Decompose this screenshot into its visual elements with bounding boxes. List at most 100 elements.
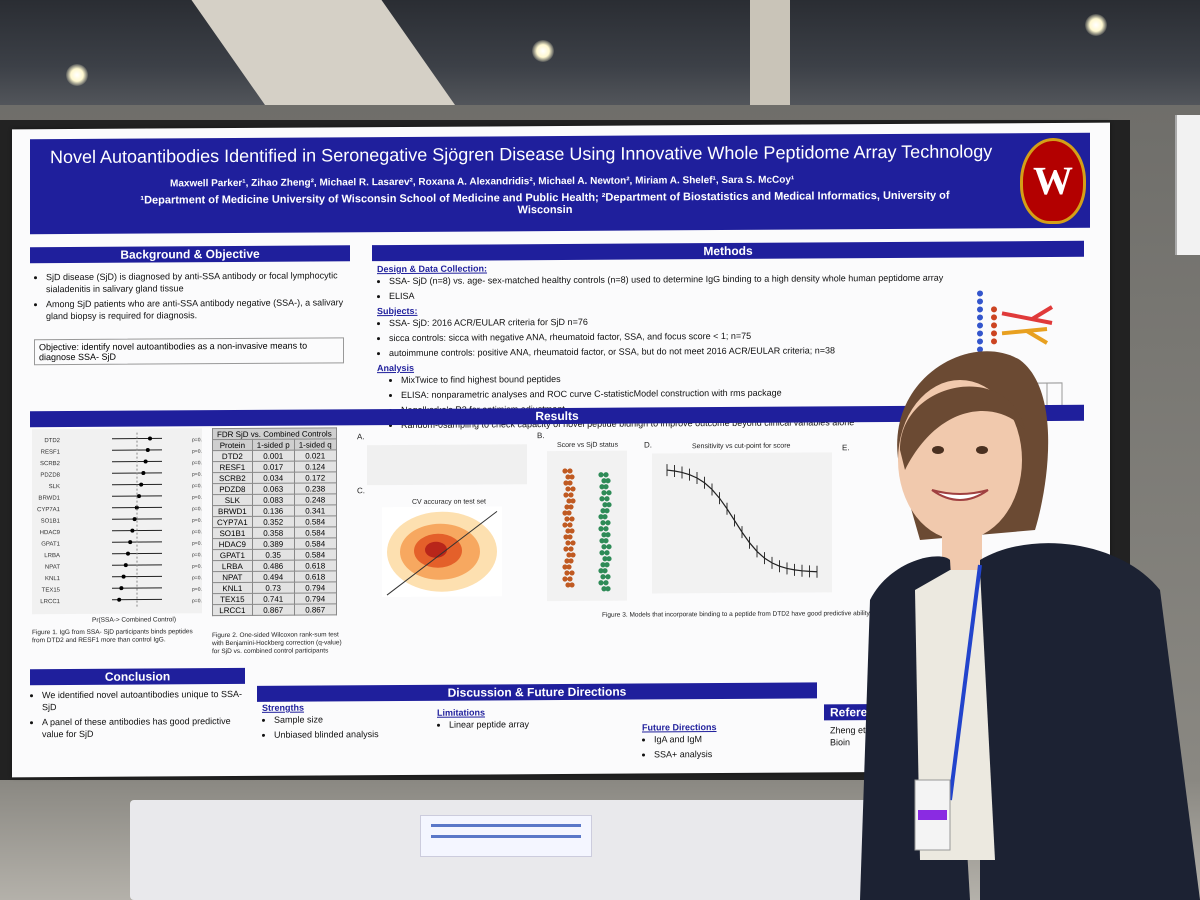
sjd-point	[599, 484, 605, 490]
forest-p-label: p=0.017	[192, 449, 202, 455]
forest-point	[121, 574, 126, 579]
panel-label: C.	[357, 486, 365, 496]
figure3-caption: Figure 3. Models that incorporate bindin…	[602, 609, 894, 619]
control-point	[563, 546, 569, 552]
design-item: SSA- SjD (n=8) vs. age- sex-matched heal…	[389, 271, 977, 287]
fdr-table-cell: 0.017	[252, 461, 295, 473]
discussion-header: Discussion & Future Directions	[257, 682, 817, 702]
fdr-table-cell: NPAT	[212, 571, 253, 583]
fdr-table-cell: 0.021	[294, 449, 337, 462]
figure2-caption: Figure 2. One-sided Wilcoxon rank-sum te…	[212, 631, 342, 656]
panel-label: B.	[537, 431, 545, 441]
fdr-table-cell: 0.794	[294, 581, 337, 594]
presenter-photo	[860, 351, 1200, 900]
future-heading: Future Directions	[642, 722, 717, 733]
forest-row-label: LRCC1	[40, 599, 60, 605]
limitation-item: Linear peptide array	[449, 718, 607, 731]
sjd-point	[603, 538, 609, 544]
control-point	[567, 576, 573, 582]
control-point	[568, 558, 574, 564]
neighbor-poster	[1175, 115, 1200, 255]
fdr-table-cell: SCRB2	[212, 472, 253, 484]
fdr-table-cell: 0.136	[252, 505, 295, 517]
fdr-table-cell: 0.034	[252, 472, 295, 484]
fdr-table-cell: 0.083	[252, 494, 295, 506]
sjd-point	[602, 568, 608, 574]
sjd-point	[601, 490, 607, 496]
background-bullet: SjD disease (SjD) is diagnosed by anti-S…	[46, 269, 344, 295]
control-point	[564, 570, 570, 576]
fdr-col-header: 1-sided q	[294, 438, 337, 451]
fdr-table-cell: 0.867	[294, 603, 337, 616]
fdr-table-row: DTD2 0.001 0.021	[212, 449, 337, 462]
control-point	[570, 486, 576, 492]
fdr-table-cell: 0.618	[294, 559, 337, 572]
fdr-table-cell: 0.389	[252, 538, 295, 550]
sjd-point	[600, 508, 606, 514]
ceiling	[0, 0, 1200, 110]
control-point	[565, 528, 571, 534]
control-point	[569, 570, 575, 576]
forest-plot: DTD2 p=0.001 RESF1 p=0.017 SCRB2 p=0.034 PDZD8…	[32, 428, 202, 615]
fdr-table-cell: 0.584	[294, 548, 337, 561]
control-point	[566, 498, 572, 504]
score-dot-plot	[547, 450, 627, 602]
fdr-table-cell: 0.172	[294, 471, 337, 484]
fdr-table-cell: 0.584	[294, 537, 337, 550]
poster-affiliations: ¹Department of Medicine University of Wi…	[140, 189, 950, 217]
fdr-col-header: 1-sided p	[252, 439, 295, 451]
fdr-table-cell: 0.358	[252, 527, 295, 539]
conclusion-header: Conclusion	[30, 667, 245, 686]
forest-row-label: LRBA	[44, 553, 60, 559]
control-point	[568, 492, 574, 498]
sjd-point	[601, 544, 607, 550]
sjd-point	[601, 586, 607, 592]
control-point	[566, 510, 572, 516]
control-point	[567, 480, 573, 486]
forest-row-label: RESF1	[41, 450, 61, 456]
fdr-table-cell: 0.73	[252, 582, 295, 594]
sjd-point	[605, 574, 611, 580]
fdr-table-cell: CYP7A1	[212, 516, 253, 528]
forest-p-label: p=0.352	[192, 506, 202, 512]
control-point	[569, 474, 575, 480]
model-table	[367, 444, 527, 486]
fdr-table-row: RESF1 0.017 0.124	[212, 460, 337, 473]
forest-p-label: p=0.083	[192, 483, 202, 489]
forest-p-label: p=0.741	[192, 587, 202, 593]
sjd-point	[602, 514, 608, 520]
fdr-table-row: SCRB2 0.034 0.172	[212, 471, 337, 484]
sjd-point	[598, 526, 604, 532]
forest-row-label: TEX15	[42, 588, 61, 594]
sjd-point	[599, 550, 605, 556]
ceiling-beam	[750, 0, 790, 110]
forest-point	[134, 505, 139, 510]
limitations-heading: Limitations	[437, 707, 486, 718]
fdr-table-cell: 0.486	[252, 560, 295, 572]
sjd-point	[600, 562, 606, 568]
sjd-point	[598, 472, 604, 478]
sjd-point	[599, 496, 605, 502]
fdr-table-cell: 0.248	[294, 493, 337, 506]
sensitivity-plot	[652, 452, 832, 594]
fdr-table-cell: 0.35	[252, 549, 295, 561]
control-point	[569, 528, 575, 534]
plot-d-title: Sensitivity vs cut-point for score	[692, 442, 791, 451]
forest-row-label: GPAT1	[41, 542, 60, 548]
control-point	[568, 504, 574, 510]
control-point	[562, 510, 568, 516]
fdr-table-cell: PDZD8	[212, 483, 253, 495]
background-header: Background & Objective	[30, 245, 350, 264]
fdr-table-cell: SLK	[212, 494, 253, 506]
fdr-table-cell: 0.867	[252, 604, 295, 616]
strengths-block: Strengths Sample size Unbiased blinded a…	[262, 701, 432, 744]
fdr-table-cell: 0.341	[294, 504, 337, 517]
sjd-point	[604, 562, 610, 568]
university-crest: W	[1020, 137, 1086, 225]
sjd-point	[598, 568, 604, 574]
forest-xlabel: Pr(SSA-> Combined Control)	[92, 616, 176, 624]
future-item: SSA+ analysis	[654, 747, 812, 760]
future-block: Future Directions IgA and IgM SSA+ analy…	[642, 720, 812, 763]
fdr-table-row: TEX15 0.741 0.794	[212, 592, 337, 605]
forest-row-label: BRWD1	[38, 496, 60, 502]
